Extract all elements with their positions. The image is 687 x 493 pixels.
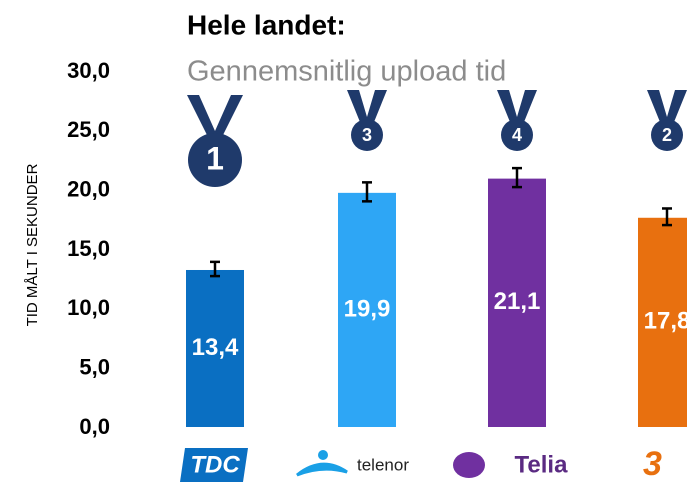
value-label: 21,1 <box>494 288 541 315</box>
value-label: 19,9 <box>344 295 391 322</box>
logo-icon <box>296 462 348 477</box>
medal-rank: 3 <box>362 125 372 145</box>
medal <box>188 133 242 187</box>
category-label: telenor <box>357 455 409 474</box>
chart-subtitle: Gennemsnitlig upload tid <box>187 56 506 88</box>
y-tick-label: 15,0 <box>67 236 110 261</box>
medal-ribbon <box>347 90 387 127</box>
medal <box>651 119 683 151</box>
y-tick-label: 10,0 <box>67 295 110 320</box>
logo-icon <box>453 452 485 478</box>
y-tick-label: 20,0 <box>67 176 110 201</box>
logo-box <box>180 448 248 482</box>
y-tick-label: 5,0 <box>79 354 110 379</box>
medal-ribbon <box>187 95 243 141</box>
medal-ribbon <box>497 90 537 127</box>
logo-icon <box>318 450 328 460</box>
medal-rank: 2 <box>662 125 672 145</box>
error-bar <box>512 166 522 189</box>
y-tick-label: 0,0 <box>79 414 110 439</box>
bar <box>636 215 687 429</box>
y-tick-label: 25,0 <box>67 117 110 142</box>
value-label: 13,4 <box>192 334 239 361</box>
medal-rank: 4 <box>512 125 522 145</box>
error-bar <box>210 260 220 278</box>
medal-rank: 1 <box>206 140 224 176</box>
medal <box>351 119 383 151</box>
category-label: 3 <box>643 445 662 483</box>
y-axis-label: TID MÅLT I SEKUNDER <box>24 163 41 326</box>
chart-title: Hele landet: <box>187 9 346 40</box>
error-bar <box>662 207 672 227</box>
y-tick-label: 30,0 <box>67 58 110 83</box>
category-label: TDC <box>190 451 240 478</box>
medal-ribbon <box>647 90 687 127</box>
bar <box>184 267 246 429</box>
category-label: Telia <box>515 451 569 478</box>
bar <box>336 190 398 429</box>
value-label: 17,8 <box>644 308 687 335</box>
error-bar <box>362 181 372 203</box>
medal <box>501 119 533 151</box>
